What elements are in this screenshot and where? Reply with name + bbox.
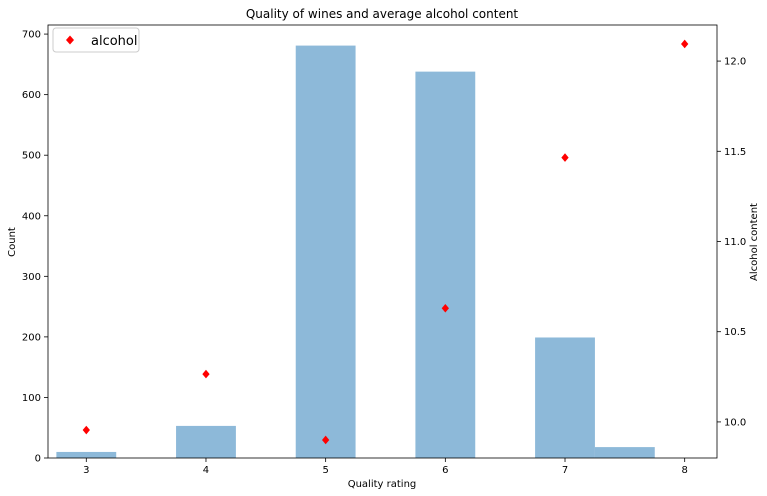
right-tick-label-1: 10.5 [724,327,746,338]
x-tick-label-4: 7 [562,465,568,476]
x-tick-label-2: 5 [322,465,328,476]
right-tick-label-4: 12.0 [724,57,746,68]
left-axis-title: Count [7,227,18,257]
count-bar-2 [295,45,356,458]
x-axis-title: Quality rating [348,479,417,490]
count-bar-1 [176,425,236,458]
alcohol-point-3 [441,303,449,313]
left-axis-ticks: 0 100 200 300 400 500 600 700 [22,30,48,465]
count-bar-5 [594,447,655,458]
left-tick-label-5: 500 [22,151,41,162]
chart-title: Quality of wines and average alcohol con… [246,7,519,21]
legend-diamond-icon [66,35,74,45]
bars-layer [56,45,655,458]
x-tick-label-5: 8 [681,465,687,476]
x-tick-label-0: 3 [83,465,89,476]
points-layer [82,39,689,445]
x-tick-label-3: 6 [442,465,448,476]
alcohol-point-2 [321,435,330,445]
right-tick-label-2: 11.0 [724,237,746,248]
x-axis-ticks: 3 4 5 6 7 8 [83,458,688,476]
left-tick-label-4: 400 [22,211,41,222]
count-bar-4 [535,337,595,458]
alcohol-point-0 [82,425,90,435]
legend-box [52,27,140,53]
left-tick-label-7: 700 [22,30,41,41]
left-tick-label-1: 100 [22,393,41,404]
left-tick-label-3: 300 [22,272,41,283]
alcohol-point-4 [561,153,569,162]
alcohol-point-1 [202,369,210,379]
left-tick-label-6: 600 [22,90,41,101]
legend: alcohol [52,27,140,53]
x-tick-label-1: 4 [203,465,209,476]
legend-label-alcohol: alcohol [91,34,137,49]
count-bar-3 [415,71,476,458]
right-tick-label-0: 10.0 [724,417,746,428]
right-axis-ticks: 10.0 10.5 11.0 11.5 12.0 [717,57,746,428]
count-bar-0 [56,451,117,458]
left-tick-label-2: 200 [22,332,41,343]
left-tick-label-0: 0 [35,454,41,465]
alcohol-point-5 [681,39,689,49]
right-axis-title: Alcohol content [749,203,760,281]
right-tick-label-3: 11.5 [724,147,746,158]
